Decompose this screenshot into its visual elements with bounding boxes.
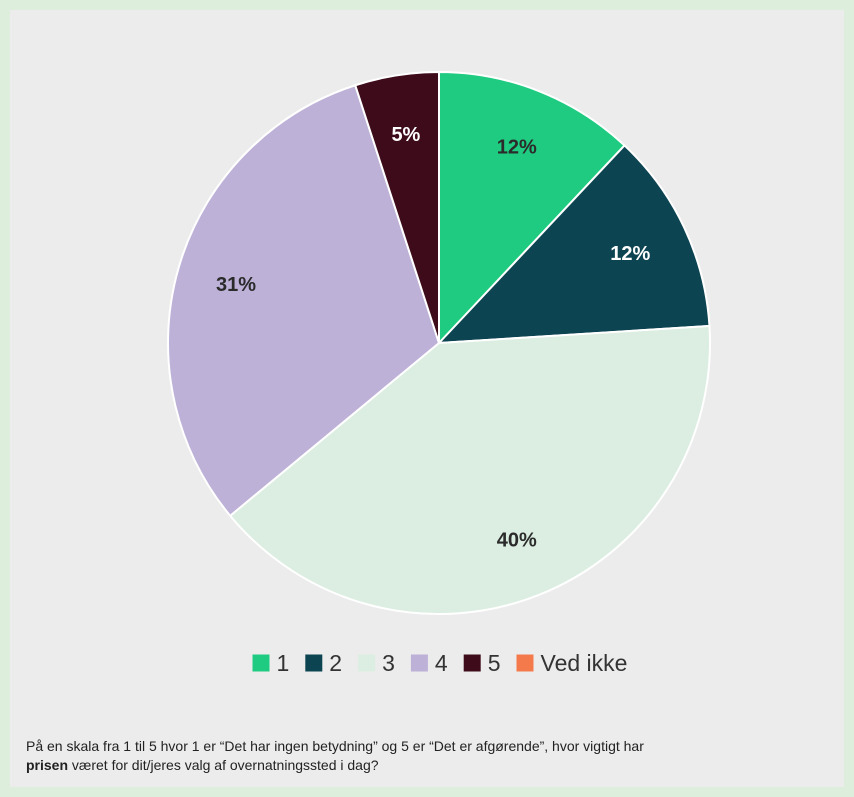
legend-label-ved-ikke: Ved ikke — [541, 650, 628, 676]
slice-label-1: 12% — [497, 137, 537, 159]
pie-slice-5 — [353, 70, 440, 344]
caption-text: På en skala fra 1 til 5 hvor 1 er “Det h… — [26, 738, 644, 754]
legend-label-4: 4 — [435, 650, 448, 676]
pie-slices — [167, 70, 711, 615]
legend-label-2: 2 — [329, 650, 342, 676]
legend-swatch-ved-ikke — [516, 654, 534, 672]
chart-panel: 12% 12% 40% 31% 5% 1 2 3 4 5 Ved ikke På en skala… — [10, 10, 844, 787]
caption-bold-word: prisen — [26, 757, 69, 773]
chart-legend: 1 2 3 4 5 Ved ikke — [252, 650, 628, 676]
legend-swatch-1 — [252, 654, 270, 672]
legend-swatch-3 — [358, 654, 376, 672]
legend-label-5: 5 — [488, 650, 501, 676]
pie-slice-1 — [438, 70, 626, 346]
slice-label-3: 40% — [497, 530, 537, 552]
slice-label-2: 12% — [610, 243, 650, 265]
legend-swatch-4 — [410, 654, 428, 672]
slice-label-4: 31% — [216, 274, 256, 296]
caption-text-end: været for dit/jeres valg af overnatnings… — [68, 757, 379, 773]
pie-chart: 12% 12% 40% 31% 5% 1 2 3 4 5 Ved ikke — [167, 70, 711, 676]
pie-slice-4 — [167, 83, 441, 518]
chart-caption: På en skala fra 1 til 5 hvor 1 er “Det h… — [26, 737, 826, 775]
pie-slice-2 — [436, 144, 711, 345]
pie-slice-labels: 12% 12% 40% 31% 5% — [216, 124, 651, 551]
legend-swatch-5 — [463, 654, 481, 672]
legend-label-3: 3 — [382, 650, 395, 676]
legend-swatch-2 — [305, 654, 323, 672]
slice-label-5: 5% — [391, 124, 420, 146]
legend-label-1: 1 — [277, 650, 290, 676]
pie-slice-3 — [228, 324, 711, 615]
